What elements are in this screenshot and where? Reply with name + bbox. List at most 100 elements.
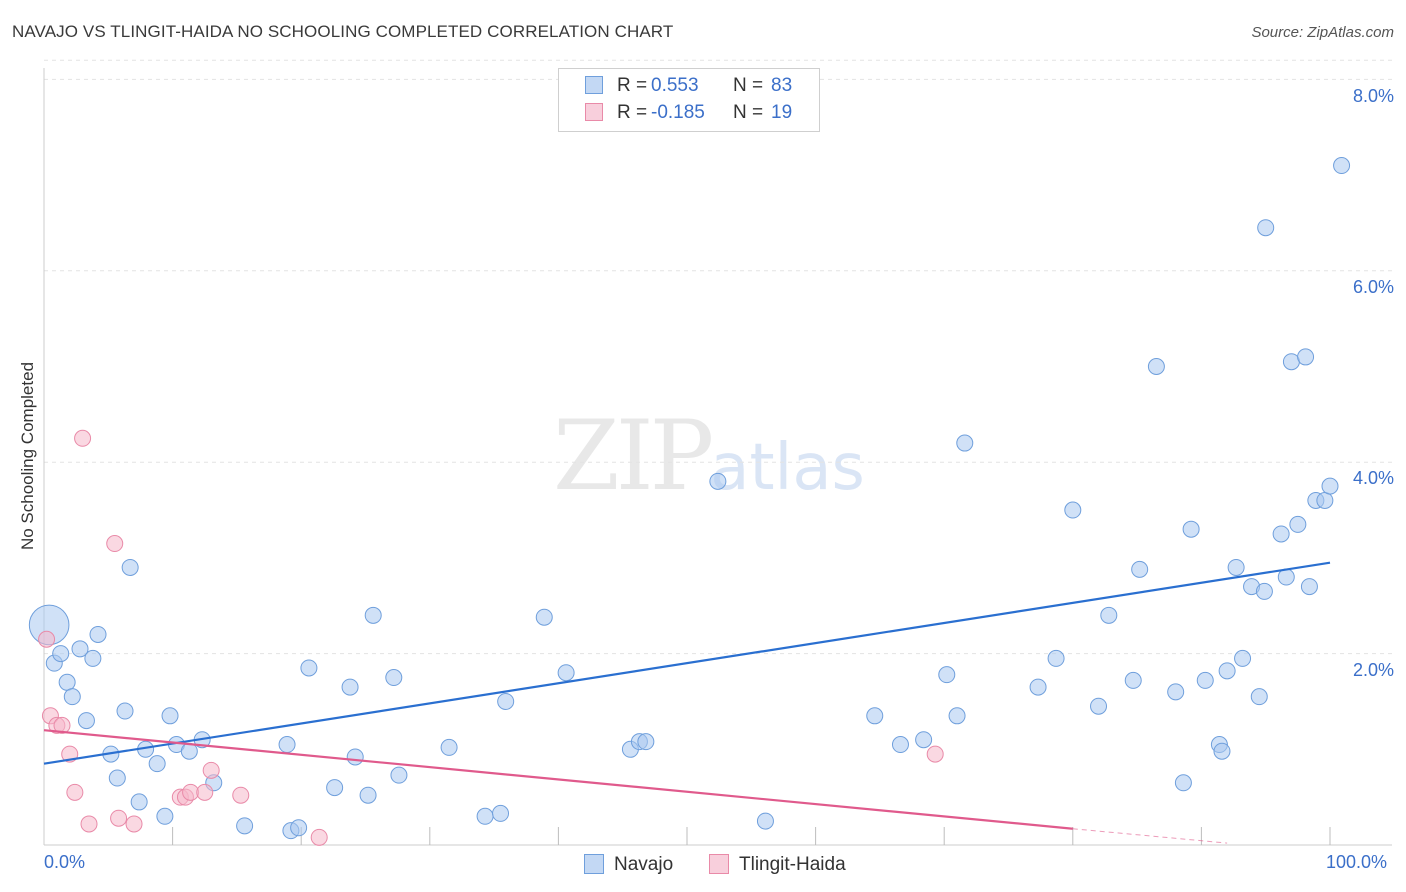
navajo-point [1272, 525, 1290, 543]
navajo-point [915, 731, 933, 749]
n-value: 19 [771, 102, 793, 123]
navajo-point [1167, 683, 1185, 701]
n-value: 83 [771, 75, 793, 96]
watermark: ZIPatlas [553, 400, 865, 512]
navajo-point [71, 640, 89, 658]
navajo-point [497, 692, 515, 710]
navajo-point [1227, 558, 1245, 576]
navajo-point [359, 786, 377, 804]
navajo-point [161, 707, 179, 725]
navajo-point [130, 793, 148, 811]
chart-title: NAVAJO VS TLINGIT-HAIDA NO SCHOOLING COM… [12, 22, 674, 41]
tlingit-haida-trend-line [43, 729, 1073, 830]
tlingit-haida-point [926, 745, 944, 763]
navajo-point [1250, 688, 1268, 706]
r-value: 0.553 [651, 75, 699, 96]
navajo-point [866, 707, 884, 725]
navajo-point [89, 625, 107, 643]
navajo-point [1124, 671, 1142, 689]
navajo-point [1316, 491, 1334, 509]
navajo-point [346, 748, 364, 766]
navajo-point [1090, 697, 1108, 715]
navajo-point [1100, 606, 1118, 624]
navajo-point [63, 688, 81, 706]
navajo-point [557, 664, 575, 682]
navajo-point [1218, 662, 1236, 680]
tlingit-haida-point [66, 783, 84, 801]
navajo-point [756, 812, 774, 830]
legend-label-tlingit-haida: Tlingit-Haida [739, 854, 846, 875]
navajo-point [1196, 671, 1214, 689]
navajo-point [492, 804, 510, 822]
navajo-point [1234, 649, 1252, 667]
navajo-point [1321, 477, 1339, 495]
navajo-point [1182, 520, 1200, 538]
navajo-point [535, 608, 553, 626]
navajo-point [364, 606, 382, 624]
n-label: N = [733, 102, 764, 123]
navajo-trend-line [43, 561, 1331, 765]
source-label: Source: ZipAtlas.com [1251, 24, 1394, 41]
navajo-point [116, 702, 134, 720]
x-tick-label-min: 0.0% [44, 852, 86, 872]
navajo-point [1147, 358, 1165, 375]
y-tick-label-4: 4.0% [1352, 468, 1394, 488]
navajo-point [1333, 157, 1351, 175]
navajo-point [1029, 678, 1047, 696]
tlingit-haida-point [80, 815, 98, 833]
watermark-zip: ZIP [553, 400, 714, 512]
navajo-point [1047, 649, 1065, 667]
navajo-point [938, 666, 956, 684]
x-tick-label-max: 100.0% [1326, 852, 1388, 872]
navajo-point [121, 558, 139, 576]
tlingit-haida-swatch [709, 854, 729, 874]
navajo-point [440, 738, 458, 756]
legend-item-tlingit-haida: Tlingit-Haida [709, 852, 846, 878]
navajo-point [290, 819, 308, 837]
tlingit-haida-point [182, 783, 200, 801]
navajo-point [709, 472, 727, 490]
navajo-point [1255, 582, 1273, 600]
tlingit-haida-trend-extension [1072, 828, 1228, 844]
navajo-point [1174, 774, 1192, 792]
navajo-point [956, 434, 974, 452]
navajo-point [476, 807, 494, 825]
r-label: R = [617, 75, 648, 96]
n-label: N = [733, 75, 764, 96]
navajo-point [84, 649, 102, 667]
navajo-point [108, 769, 126, 787]
navajo-swatch [584, 854, 604, 874]
navajo-point [1064, 501, 1082, 519]
series-legend: Navajo Tlingit-Haida [0, 852, 1406, 878]
navajo-point [385, 669, 403, 687]
navajo-point [236, 817, 254, 835]
navajo-point [300, 659, 318, 677]
navajo-swatch [585, 76, 603, 94]
correlation-legend: R = 0.553 N = 83 R = -0.185 N = 19 [558, 68, 820, 132]
r-value: -0.185 [651, 102, 705, 123]
navajo-point [278, 736, 296, 754]
navajo-point [390, 766, 408, 784]
navajo-point [1282, 353, 1300, 371]
tlingit-haida-point [106, 535, 124, 553]
tlingit-haida-point [125, 815, 143, 833]
navajo-point [1131, 560, 1149, 578]
r-label: R = [617, 102, 648, 123]
navajo-point [58, 673, 76, 691]
legend-item-navajo: Navajo [584, 852, 673, 878]
watermark-atlas: atlas [710, 431, 865, 505]
tlingit-haida-point [202, 761, 220, 779]
navajo-point [341, 678, 359, 696]
tlingit-haida-point [53, 716, 71, 734]
navajo-point [891, 736, 909, 754]
navajo-point [1289, 515, 1307, 533]
navajo-point [52, 645, 70, 663]
navajo-point [148, 755, 166, 773]
navajo-point [1213, 742, 1231, 760]
y-tick-label-6: 6.0% [1352, 277, 1394, 297]
tlingit-haida-point [310, 828, 328, 846]
navajo-point [77, 712, 95, 730]
tlingit-haida-swatch [585, 103, 603, 121]
tlingit-haida-point [74, 429, 92, 447]
